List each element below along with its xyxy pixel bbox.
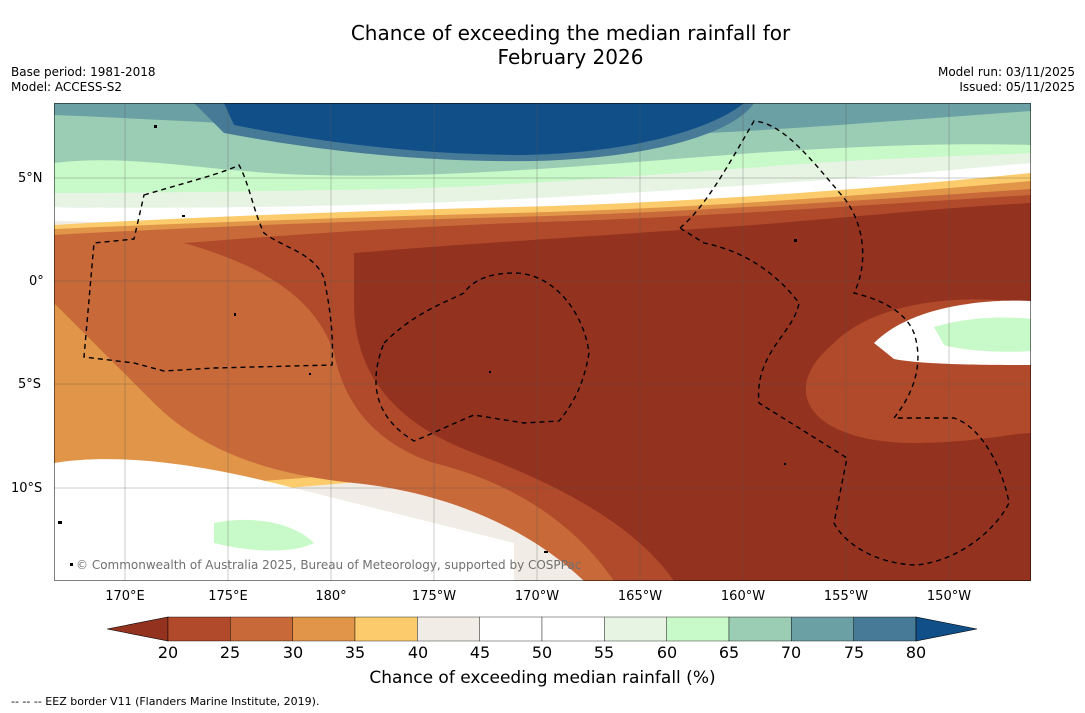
base-period: Base period: 1981-2018 — [11, 65, 156, 79]
southwest-green — [214, 519, 314, 551]
cbar-tick-55: 55 — [593, 643, 615, 662]
title-line-2: February 2026 — [497, 45, 644, 69]
lon-label-175w: 175°W — [411, 589, 457, 604]
lat-label-5n: 5°N — [18, 171, 43, 186]
lon-label-170e: 170°E — [105, 589, 145, 604]
band-50 — [54, 163, 1031, 223]
colorbar-swatch — [666, 616, 730, 642]
cbar-tick-65: 65 — [718, 643, 740, 662]
cbar-tick-35: 35 — [344, 643, 366, 662]
lat-label-0: 0° — [29, 274, 44, 289]
cbar-tick-40: 40 — [407, 643, 429, 662]
cbar-tick-70: 70 — [780, 643, 802, 662]
southwest-white — [54, 459, 514, 581]
graticule — [54, 103, 1031, 581]
eez-line-islands — [678, 120, 1010, 566]
colorbar-swatch — [292, 616, 356, 642]
colorbar — [107, 616, 978, 642]
lon-label-180: 180° — [315, 589, 347, 604]
cbar-tick-75: 75 — [843, 643, 865, 662]
lon-label-155w: 155°W — [823, 589, 869, 604]
cbar-tick-80: 80 — [905, 643, 927, 662]
cbar-tick-50: 50 — [531, 643, 553, 662]
cbar-tick-20: 20 — [157, 643, 179, 662]
lon-label-175e: 175°E — [208, 589, 248, 604]
islands — [58, 125, 797, 566]
colorbar-swatch — [230, 616, 293, 642]
issued-date: Issued: 05/11/2025 — [959, 80, 1075, 94]
lon-label-170w: 170°W — [514, 589, 560, 604]
copyright-text: © Commonwealth of Australia 2025, Bureau… — [76, 558, 581, 572]
eez-tuvalu-kiribati — [83, 164, 334, 372]
colorbar-swatch — [728, 616, 792, 642]
colorbar-swatch — [853, 616, 917, 642]
colorbar-swatch — [791, 616, 854, 642]
lon-label-165w: 165°W — [617, 589, 663, 604]
eez-phoenix — [375, 272, 590, 442]
band-65 — [54, 144, 1031, 195]
colorbar-swatch — [417, 616, 480, 642]
cbar-tick-60: 60 — [656, 643, 678, 662]
cbar-tick-25: 25 — [219, 643, 241, 662]
lon-label-150w: 150°W — [926, 589, 972, 604]
model-run: Model run: 03/11/2025 — [937, 65, 1075, 79]
band-20 — [354, 203, 1031, 581]
band-60 — [54, 153, 1031, 209]
colorbar-label: Chance of exceeding median rainfall (%) — [369, 668, 716, 688]
model-name: Model: ACCESS-S2 — [11, 80, 123, 94]
eez-borders — [83, 120, 1010, 566]
lat-label-5s: 5°S — [18, 377, 42, 392]
lat-label-10s: 10°S — [11, 481, 43, 496]
colorbar-swatch — [354, 616, 418, 642]
colorbar-swatch — [167, 616, 231, 642]
meta-right: Model run: 03/11/2025 Issued: 05/11/2025 — [938, 65, 1075, 95]
east-tongue-green — [934, 317, 1031, 352]
map-frame — [54, 103, 1031, 581]
band-80-plus — [224, 103, 744, 155]
lon-label-160w: 160°W — [720, 589, 766, 604]
cbar-tick-30: 30 — [282, 643, 304, 662]
colorbar-swatch — [479, 616, 543, 642]
cbar-tick-45: 45 — [469, 643, 491, 662]
colorbar-extend-low — [107, 616, 169, 642]
eez-footnote: -- -- -- EEZ border V11 (Flanders Marine… — [11, 695, 320, 708]
colorbar-swatch — [604, 616, 667, 642]
rainfall-map: © Commonwealth of Australia 2025, Bureau… — [54, 103, 1031, 581]
colorbar-extend-high — [915, 616, 978, 642]
colorbar-swatch — [541, 616, 605, 642]
title-line-1: Chance of exceeding the median rainfall … — [350, 21, 791, 45]
meta-left: Base period: 1981-2018 Model: ACCESS-S2 — [11, 65, 156, 95]
map-title: Chance of exceeding the median rainfall … — [0, 21, 1085, 69]
